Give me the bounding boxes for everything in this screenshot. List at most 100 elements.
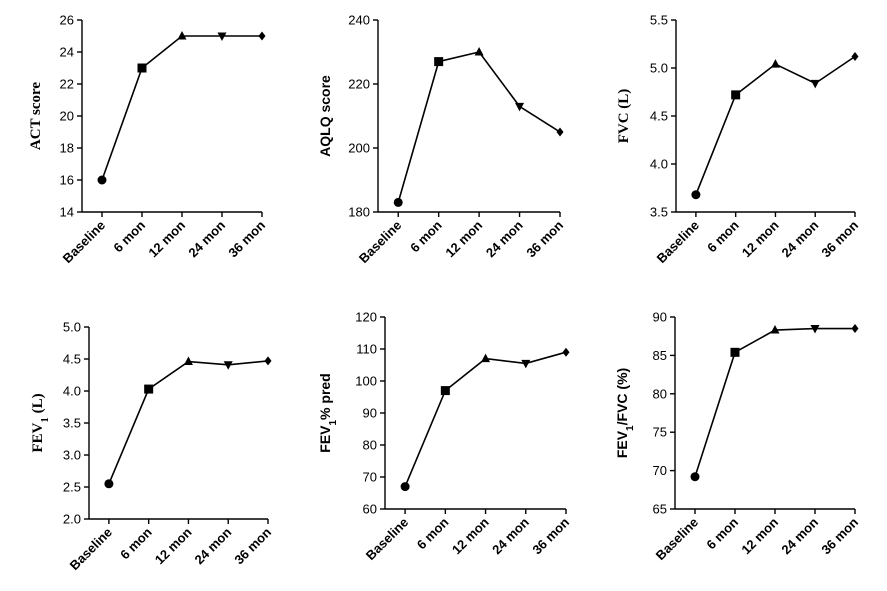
data-point <box>810 79 820 89</box>
y-tick-label: 16 <box>60 173 74 188</box>
x-tick-label: Baseline <box>653 515 701 563</box>
y-tick-label: 2.0 <box>63 512 81 527</box>
y-tick-label: 2.5 <box>63 480 81 495</box>
x-tick-label: Baseline <box>60 218 108 266</box>
data-point <box>258 31 266 41</box>
x-tick-label: 36 mon <box>818 514 861 557</box>
y-tick-label: 4.0 <box>650 157 668 172</box>
data-point <box>144 384 154 394</box>
y-tick-label: 4.0 <box>63 384 81 399</box>
x-tick-label: 12 mon <box>152 524 195 567</box>
y-tick-label: 3.5 <box>63 416 81 431</box>
data-point <box>177 31 187 40</box>
y-tick-label: 65 <box>653 502 667 517</box>
y-tick-label: 75 <box>653 425 667 440</box>
y-tick-label: 3.0 <box>63 448 81 463</box>
y-tick-label: 5.0 <box>63 320 81 335</box>
x-tick-label: 24 mon <box>778 514 821 557</box>
series-line <box>695 55 856 196</box>
data-point <box>137 63 147 73</box>
y-tick-label: 85 <box>653 348 667 363</box>
data-point <box>730 347 740 357</box>
x-tick-label: 12 mon <box>449 514 492 557</box>
y-tick-label: 90 <box>653 310 667 325</box>
y-tick-label: 22 <box>60 77 74 92</box>
x-tick-label: 6 mon <box>407 217 445 255</box>
data-point <box>770 59 780 68</box>
y-tick-label: 60 <box>363 502 377 517</box>
data-point <box>691 190 701 200</box>
data-point <box>223 361 233 370</box>
y-tick-label: 20 <box>60 109 74 124</box>
y-tick-label: 4.5 <box>63 352 81 367</box>
data-point <box>264 356 272 366</box>
x-tick-label: 24 mon <box>483 217 526 260</box>
data-point <box>481 353 491 363</box>
y-tick-label: 14 <box>60 205 74 220</box>
data-point <box>434 57 444 67</box>
data-point <box>690 472 700 482</box>
y-tick-label: 240 <box>348 13 370 28</box>
x-tick-label: 24 mon <box>185 217 228 260</box>
y-tick-label: 180 <box>348 205 370 220</box>
x-tick-label: 6 mon <box>117 524 155 562</box>
x-tick-label: 12 mon <box>442 217 485 260</box>
y-tick-label: 3.5 <box>650 205 668 220</box>
data-point <box>851 324 859 334</box>
y-axis-label: FEV1% pred <box>317 373 339 452</box>
y-axis-label: FEV1/FVC (%) <box>614 368 636 458</box>
data-point <box>400 482 410 492</box>
y-tick-label: 80 <box>363 438 377 453</box>
y-axis-label: FEV1 (L) <box>30 393 51 452</box>
series-line <box>404 351 567 487</box>
x-tick-label: 6 mon <box>414 514 452 552</box>
panel-act: ACT score 14 16 18 20 22 24 26 Baseline 6 mon12 … <box>28 13 268 266</box>
data-point <box>556 127 564 137</box>
data-point <box>440 386 450 396</box>
x-tick-label: Baseline <box>363 515 411 563</box>
x-tick-label: 36 mon <box>818 217 861 260</box>
x-tick-label: 36 mon <box>523 217 566 260</box>
data-point <box>521 359 531 369</box>
data-point <box>731 90 741 100</box>
data-point <box>810 325 820 334</box>
x-tick-label: 36 mon <box>231 524 274 567</box>
x-tick-label: 36 mon <box>529 514 572 557</box>
data-point <box>183 356 193 366</box>
x-tick-label: Baseline <box>356 218 404 266</box>
x-tick-label: 24 mon <box>779 217 822 260</box>
series-line <box>694 327 855 477</box>
y-tick-label: 90 <box>363 406 377 421</box>
series-line <box>397 51 561 203</box>
data-point <box>562 347 570 357</box>
y-axis-label: AQLQ score <box>317 75 333 157</box>
y-tick-label: 26 <box>60 13 74 28</box>
y-tick-label: 18 <box>60 141 74 156</box>
y-tick-label: 5.0 <box>650 61 668 76</box>
x-tick-label: 6 mon <box>704 217 742 255</box>
y-tick-label: 4.5 <box>650 109 668 124</box>
y-axis-label: ACT score <box>28 82 44 151</box>
data-point <box>393 197 403 207</box>
data-point <box>104 479 114 489</box>
x-tick-label: Baseline <box>654 218 702 266</box>
x-tick-label: 12 mon <box>739 217 782 260</box>
data-point <box>217 32 227 41</box>
x-tick-label: 24 mon <box>192 524 235 567</box>
y-tick-label: 220 <box>348 77 370 92</box>
y-tick-label: 110 <box>356 342 377 357</box>
data-point <box>97 175 107 185</box>
y-axis-label: FVC (L) <box>616 89 632 144</box>
x-tick-label: 12 mon <box>145 217 188 260</box>
y-tick-label: 80 <box>653 386 667 401</box>
series-line <box>101 35 262 181</box>
y-tick-label: 24 <box>60 45 74 60</box>
panel-fev1-pred: FEV1% pred 60 70 80 90 100 110 120 Baseline 6 mo… <box>317 310 572 563</box>
x-tick-label: 6 mon <box>110 217 148 255</box>
